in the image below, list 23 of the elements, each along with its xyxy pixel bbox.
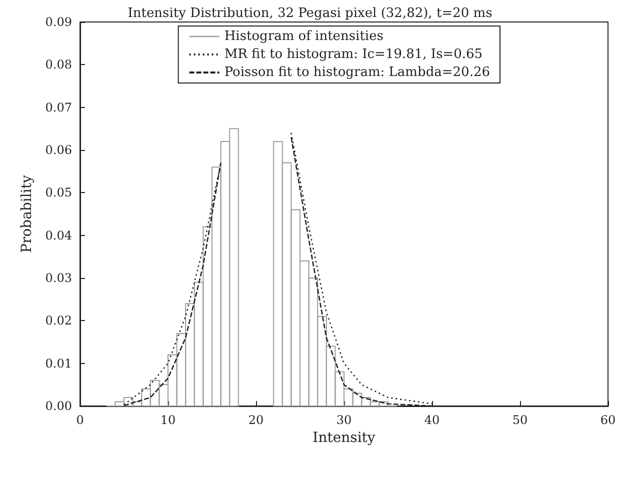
y-tick-label: 0.00: [45, 399, 72, 413]
y-axis-title: Probability: [19, 175, 35, 253]
y-tick-label: 0.05: [45, 186, 72, 200]
x-tick-label: 20: [248, 413, 264, 427]
chart-title: Intensity Distribution, 32 Pegasi pixel (32,82), t=20 ms: [128, 6, 492, 21]
y-tick-label: 0.02: [45, 314, 72, 328]
y-tick-label: 0.03: [45, 271, 72, 285]
y-tick-label: 0.07: [45, 100, 72, 114]
y-tick-label: 0.08: [45, 58, 72, 72]
y-tick-label: 0.09: [45, 15, 72, 29]
x-tick-label: 0: [76, 413, 84, 427]
y-tick-label: 0.01: [45, 356, 72, 370]
x-tick-label: 60: [600, 413, 616, 427]
x-axis-title: Intensity: [312, 430, 376, 446]
legend-label: MR fit to histogram: Ic=19.81, Is=0.65: [224, 47, 483, 62]
x-tick-label: 50: [512, 413, 528, 427]
legend-label: Histogram of intensities: [224, 29, 384, 44]
x-tick-label: 30: [336, 413, 352, 427]
y-tick-label: 0.04: [45, 228, 72, 242]
x-tick-label: 10: [160, 413, 176, 427]
legend-label: Poisson fit to histogram: Lambda=20.26: [224, 65, 490, 80]
y-tick-label: 0.06: [45, 143, 72, 157]
x-tick-label: 40: [424, 413, 440, 427]
